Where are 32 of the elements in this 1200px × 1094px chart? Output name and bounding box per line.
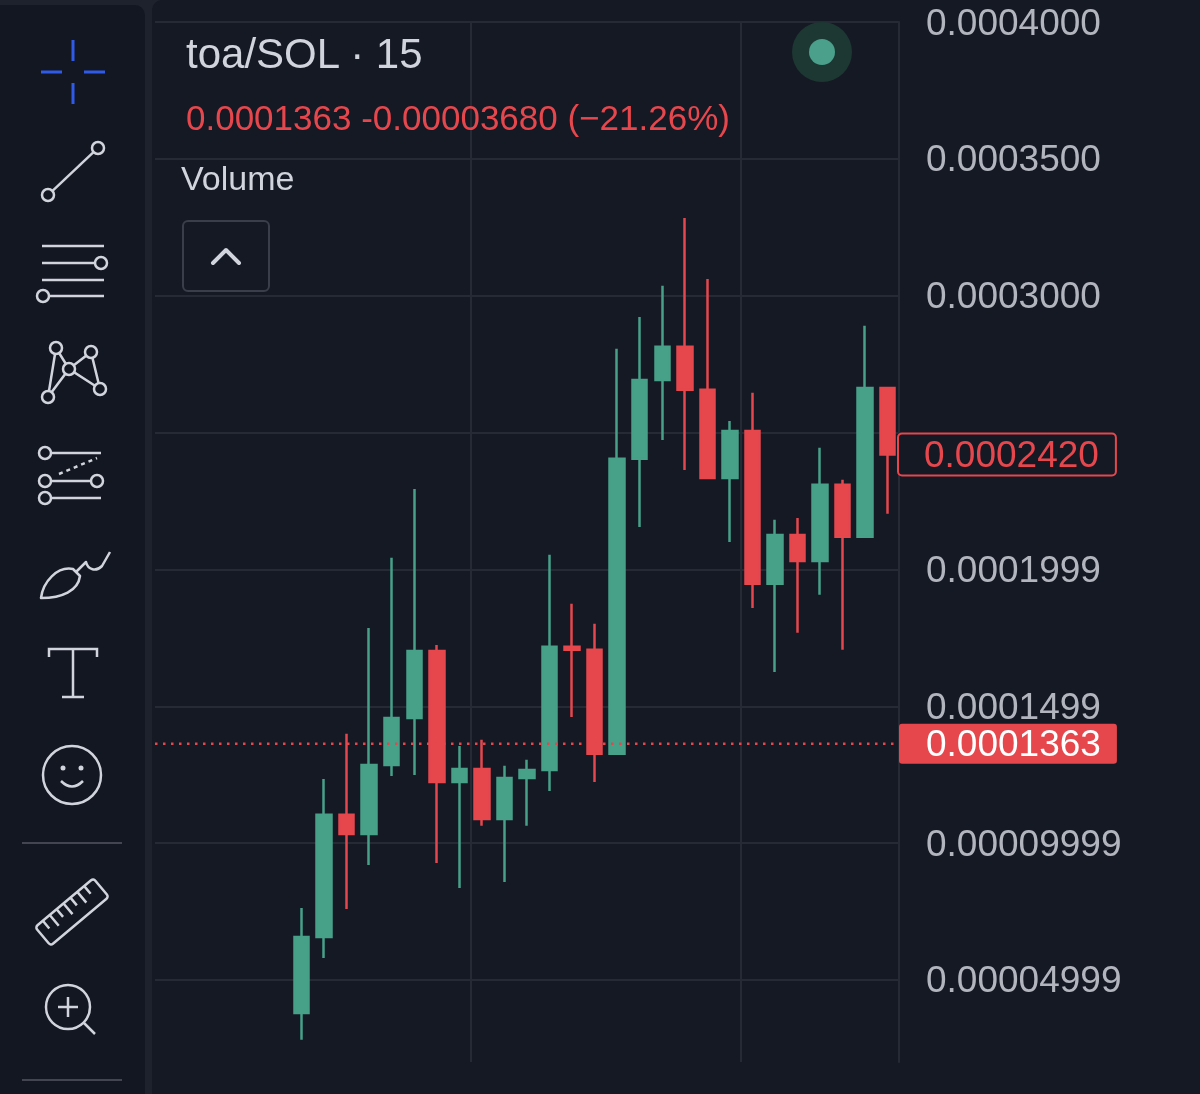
candlestick — [744, 391, 761, 610]
y-tick-label: 0.0004000 — [926, 1, 1101, 43]
candlestick — [451, 744, 468, 890]
candlestick — [541, 553, 558, 793]
chart-title: toa/SOL · 15 — [186, 29, 423, 77]
candlestick — [676, 216, 694, 472]
y-tick-label: 0.0003000 — [926, 275, 1101, 317]
candlestick — [293, 906, 310, 1042]
text: 0.0002420 — [924, 433, 1099, 475]
annotation: Volume — [181, 159, 295, 197]
candlestick — [699, 277, 716, 481]
candlestick — [811, 446, 829, 597]
candlestick — [563, 602, 581, 719]
candlestick — [856, 324, 874, 539]
candlestick — [834, 478, 851, 652]
candlestick — [608, 347, 626, 756]
candlestick — [360, 626, 378, 867]
candlestick — [654, 284, 671, 442]
candlestick — [721, 419, 739, 544]
candlestick — [766, 518, 784, 674]
candlestick — [406, 487, 423, 777]
y-tick-label: 0.0003500 — [926, 138, 1101, 180]
y-tick-label: 0.00004999 — [926, 959, 1122, 1001]
text: 0.0001363 -0.00003680 (−21.26%) — [186, 98, 730, 137]
candlestick — [496, 764, 513, 884]
y-tick-label: 0.0001999 — [926, 549, 1101, 591]
y-tick-label: 0.00009999 — [926, 822, 1122, 864]
candlestick — [789, 516, 806, 635]
candlestick — [383, 556, 400, 778]
candlestick — [315, 777, 333, 960]
candlestick — [518, 758, 536, 828]
candlestick — [631, 315, 648, 529]
